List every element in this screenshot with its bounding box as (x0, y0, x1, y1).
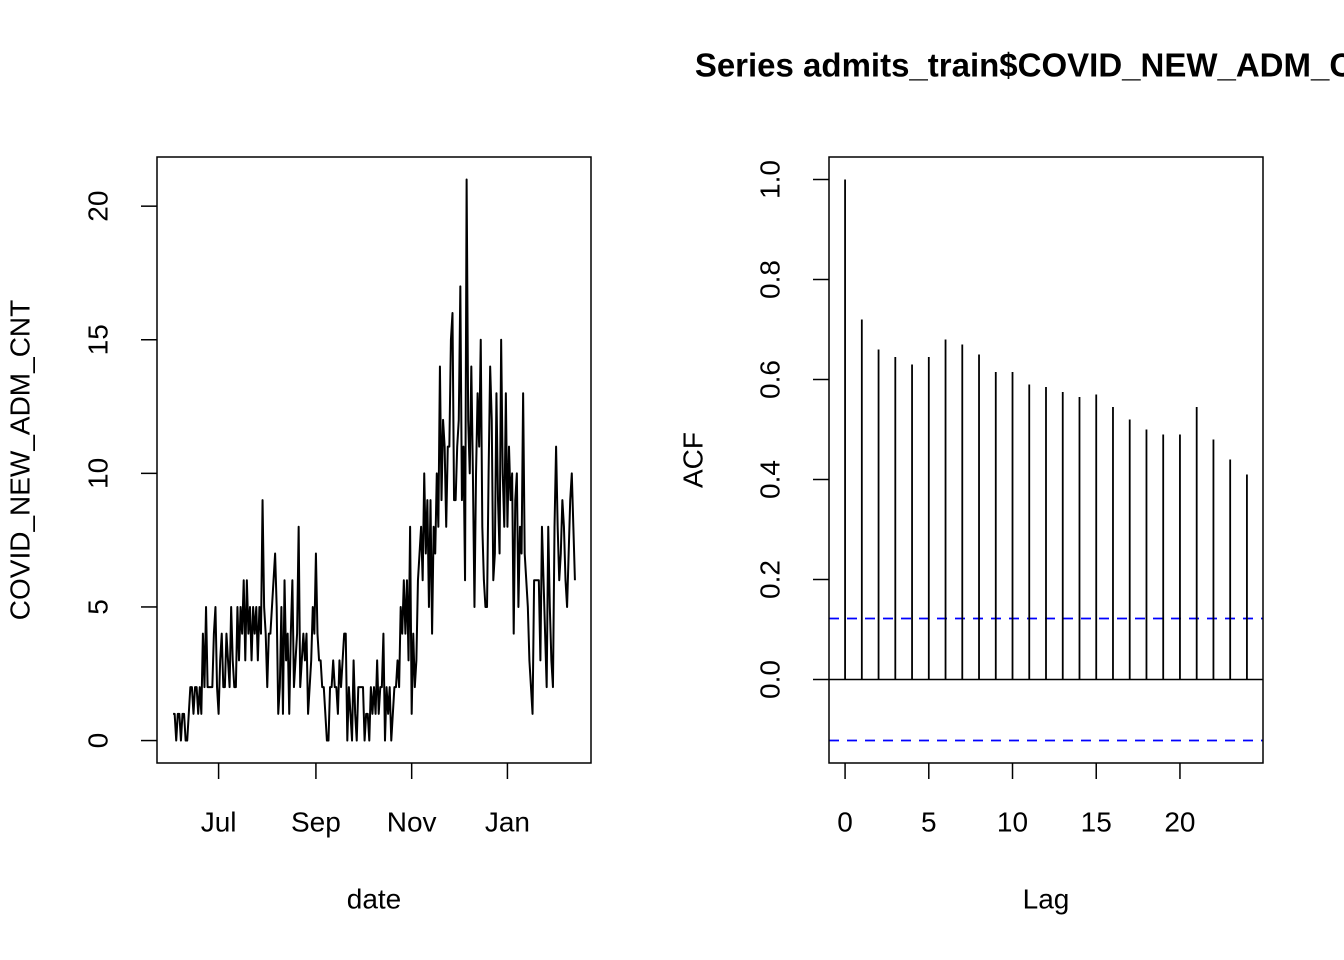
series-line (173, 178, 576, 742)
y-tick-label: 0 (82, 733, 113, 749)
x-tick-label: 15 (1081, 806, 1112, 837)
y-tick-label: 0.6 (754, 360, 785, 399)
y-axis-label: COVID_NEW_ADM_CNT (4, 300, 35, 620)
y-tick-label: 5 (82, 599, 113, 615)
x-tick-label: Sep (291, 806, 341, 837)
x-tick-label: Nov (387, 806, 437, 837)
x-tick-label: 5 (921, 806, 937, 837)
y-tick-label: 0.2 (754, 560, 785, 599)
x-tick-label: 0 (837, 806, 853, 837)
plot-frame (828, 156, 1264, 764)
chart-title: Series admits_train$COVID_NEW_ADM_CNT (695, 47, 1344, 84)
x-tick-label: Jan (485, 806, 530, 837)
x-tick-label: 20 (1164, 806, 1195, 837)
y-tick-label: 0.8 (754, 260, 785, 299)
plot-frame (156, 156, 592, 764)
y-tick-label: 0.0 (754, 660, 785, 699)
y-tick-label: 0.4 (754, 460, 785, 499)
y-tick-label: 15 (82, 324, 113, 355)
y-axis-label: ACF (677, 432, 708, 488)
x-axis-label: Lag (1023, 883, 1070, 914)
y-tick-label: 20 (82, 191, 113, 222)
y-tick-label: 10 (82, 458, 113, 489)
x-tick-label: 10 (997, 806, 1028, 837)
x-tick-label: Jul (201, 806, 237, 837)
x-axis-label: date (347, 883, 402, 914)
y-tick-label: 1.0 (754, 160, 785, 199)
